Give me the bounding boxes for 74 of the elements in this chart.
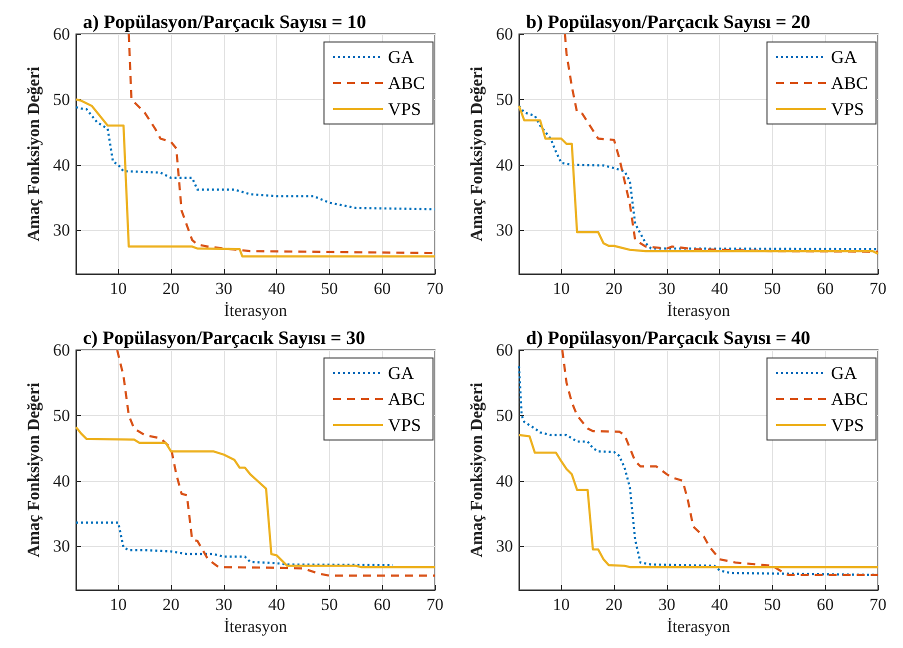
y-axis-title: Amaç Fonksiyon Değeri bbox=[24, 382, 44, 558]
legend-label: ABC bbox=[388, 389, 426, 409]
line-series bbox=[561, 348, 880, 576]
legend-label: GA bbox=[388, 363, 414, 383]
legend-label: VPS bbox=[388, 99, 422, 119]
x-tick-label: 40 bbox=[268, 279, 286, 298]
x-tick-label: 70 bbox=[426, 595, 444, 614]
y-tick-label: 40 bbox=[496, 155, 513, 174]
x-axis-title: İterasyon bbox=[224, 616, 288, 636]
line-series bbox=[518, 434, 880, 568]
y-axis-title: Amaç Fonksiyon Değeri bbox=[24, 66, 44, 242]
y-tick-label: 50 bbox=[53, 406, 70, 425]
y-tick-label: 40 bbox=[53, 471, 70, 490]
y-tick-label: 60 bbox=[496, 340, 513, 360]
y-tick-label: 60 bbox=[53, 24, 70, 44]
y-tick-label: 30 bbox=[496, 536, 513, 556]
y-tick-label: 40 bbox=[496, 471, 513, 490]
x-tick-label: 30 bbox=[215, 595, 232, 614]
chart-title: b) Popülasyon/Parçacık Sayısı = 20 bbox=[526, 12, 810, 33]
line-series bbox=[74, 522, 394, 566]
x-tick-label: 10 bbox=[552, 595, 570, 614]
x-tick-label: 20 bbox=[606, 595, 623, 614]
x-tick-label: 20 bbox=[162, 279, 180, 298]
y-tick-label: 30 bbox=[53, 220, 70, 240]
y-tick-label: 30 bbox=[53, 536, 70, 556]
chart-title: d) Popülasyon/Parçacık Sayısı = 40 bbox=[526, 328, 810, 349]
x-tick-label: 50 bbox=[764, 595, 781, 614]
y-tick-label: 60 bbox=[496, 24, 513, 44]
x-tick-label: 60 bbox=[374, 595, 391, 614]
x-axis-title: İterasyon bbox=[224, 300, 288, 320]
legend-label: ABC bbox=[388, 73, 426, 93]
y-tick-label: 50 bbox=[53, 90, 70, 109]
x-tick-label: 10 bbox=[552, 279, 570, 298]
line-series bbox=[116, 348, 436, 577]
legend-label: GA bbox=[830, 47, 857, 67]
x-tick-label: 50 bbox=[320, 595, 338, 614]
y-tick-label: 40 bbox=[53, 155, 70, 174]
x-tick-label: 30 bbox=[658, 595, 676, 614]
y-tick-label: 50 bbox=[496, 90, 513, 109]
x-tick-label: 20 bbox=[606, 279, 623, 298]
legend-label: GA bbox=[830, 363, 857, 383]
x-tick-label: 20 bbox=[162, 595, 180, 614]
x-tick-label: 60 bbox=[816, 279, 834, 298]
y-tick-label: 60 bbox=[53, 340, 70, 360]
legend-label: VPS bbox=[830, 99, 864, 119]
x-tick-label: 40 bbox=[268, 595, 286, 614]
x-tick-label: 70 bbox=[870, 595, 886, 614]
x-tick-label: 40 bbox=[711, 595, 728, 614]
y-tick-label: 30 bbox=[496, 220, 513, 240]
chart-title: a) Popülasyon/Parçacık Sayısı = 10 bbox=[83, 12, 366, 33]
y-axis-title: Amaç Fonksiyon Değeri bbox=[467, 66, 486, 242]
x-axis-title: İterasyon bbox=[666, 616, 731, 636]
x-axis-title: İterasyon bbox=[666, 300, 731, 320]
x-tick-label: 60 bbox=[816, 595, 834, 614]
legend-label: ABC bbox=[830, 73, 868, 93]
line-series bbox=[74, 98, 436, 258]
y-axis-title: Amaç Fonksiyon Değeri bbox=[467, 382, 486, 558]
x-tick-label: 30 bbox=[215, 279, 232, 298]
legend-label: GA bbox=[388, 47, 414, 67]
legend-label: ABC bbox=[830, 389, 868, 409]
legend-label: VPS bbox=[830, 415, 864, 435]
x-tick-label: 30 bbox=[658, 279, 676, 298]
x-tick-label: 50 bbox=[320, 279, 338, 298]
line-series bbox=[564, 32, 880, 253]
x-tick-label: 60 bbox=[374, 279, 391, 298]
x-tick-label: 40 bbox=[711, 279, 728, 298]
y-tick-label: 50 bbox=[496, 406, 513, 425]
legend-label: VPS bbox=[388, 415, 422, 435]
x-tick-label: 50 bbox=[764, 279, 781, 298]
x-tick-label: 10 bbox=[110, 279, 127, 298]
x-tick-label: 10 bbox=[110, 595, 127, 614]
x-tick-label: 70 bbox=[870, 279, 886, 298]
x-tick-label: 70 bbox=[426, 279, 444, 298]
chart-title: c) Popülasyon/Parçacık Sayısı = 30 bbox=[83, 328, 366, 349]
